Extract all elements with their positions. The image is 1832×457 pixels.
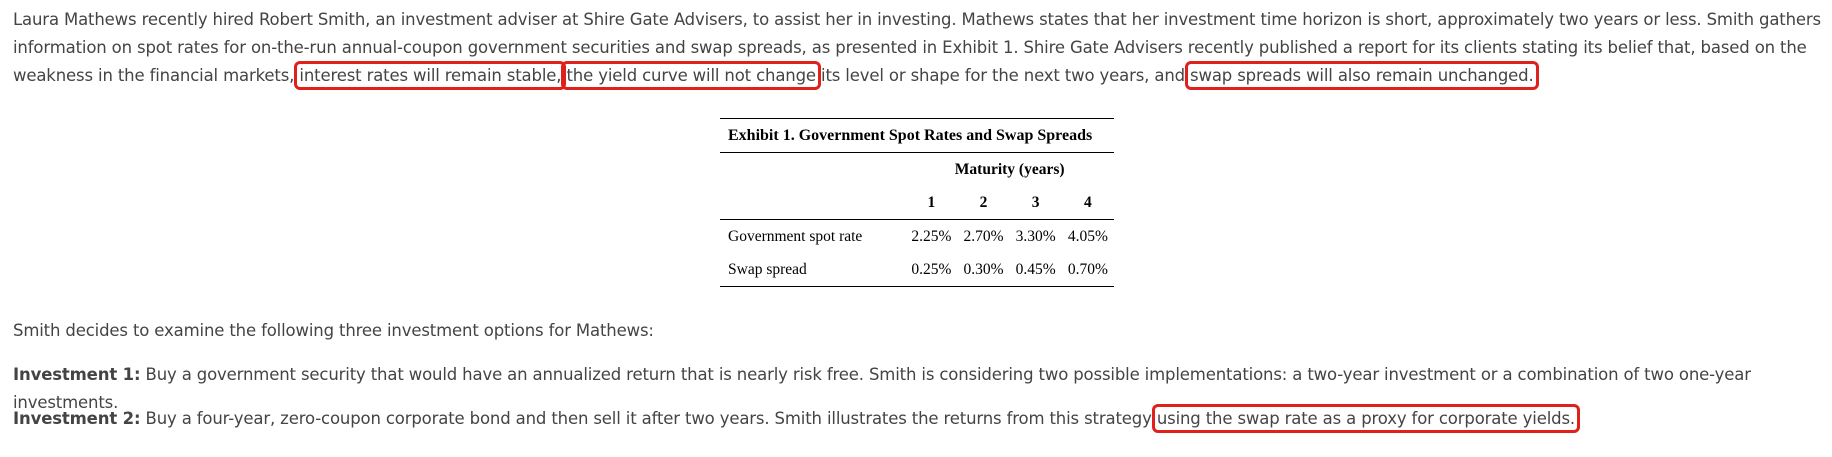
maturity-header: Maturity (years) <box>954 160 1065 178</box>
intro-text-1: Laura Mathews recently hired Robert Smit… <box>13 10 1822 85</box>
smith-paragraph: Smith decides to examine the following t… <box>13 321 654 340</box>
column-header-4: 4 <box>1061 186 1114 220</box>
exhibit-title: Exhibit 1. Government Spot Rates and Swa… <box>720 118 1114 153</box>
investment-2-paragraph: Investment 2: Buy a four-year, zero-coup… <box>13 404 1828 433</box>
intro-text-3: its level or shape for the next two year… <box>815 66 1191 85</box>
investment-1-paragraph: Investment 1: Buy a government security … <box>13 361 1828 417</box>
table-cell: 0.25% <box>905 253 958 287</box>
intro-paragraph: Laura Mathews recently hired Robert Smit… <box>13 6 1828 90</box>
table-row: Swap spread 0.25% 0.30% 0.45% 0.70% <box>720 253 1114 287</box>
investment-1-label: Investment 1: <box>13 365 141 384</box>
investment-1-text: Buy a government security that would hav… <box>13 365 1751 412</box>
column-header-1: 1 <box>905 186 958 220</box>
table-cell: 3.30% <box>1015 227 1056 245</box>
table-cell: 2.70% <box>963 227 1004 245</box>
highlight-yield-curve: the yield curve will not change <box>561 61 821 90</box>
highlight-interest-rates: interest rates will remain stable, <box>294 61 567 90</box>
column-header-3: 3 <box>1009 186 1062 220</box>
table-cell: 4.05% <box>1067 227 1108 245</box>
table-cell: 0.30% <box>957 253 1010 287</box>
table-cell: 0.45% <box>1009 253 1062 287</box>
investment-2-text: Buy a four-year, zero-coupon corporate b… <box>140 409 1157 428</box>
highlight-swap-spreads: swap spreads will also remain unchanged. <box>1185 61 1539 90</box>
table-cell: 2.25% <box>911 227 952 245</box>
table-row: Government spot rate 2.25% 2.70% 3.30% 4… <box>720 220 1114 254</box>
exhibit-table: Exhibit 1. Government Spot Rates and Swa… <box>720 118 1114 287</box>
column-header-2: 2 <box>957 186 1010 220</box>
row-label-spot-rate: Government spot rate <box>728 227 863 245</box>
table-cell: 0.70% <box>1061 253 1114 287</box>
highlight-swap-rate-proxy: using the swap rate as a proxy for corpo… <box>1151 404 1581 433</box>
investment-2-label: Investment 2: <box>13 409 141 428</box>
exhibit-1: Exhibit 1. Government Spot Rates and Swa… <box>720 118 1114 287</box>
row-label-swap-spread: Swap spread <box>720 253 906 287</box>
